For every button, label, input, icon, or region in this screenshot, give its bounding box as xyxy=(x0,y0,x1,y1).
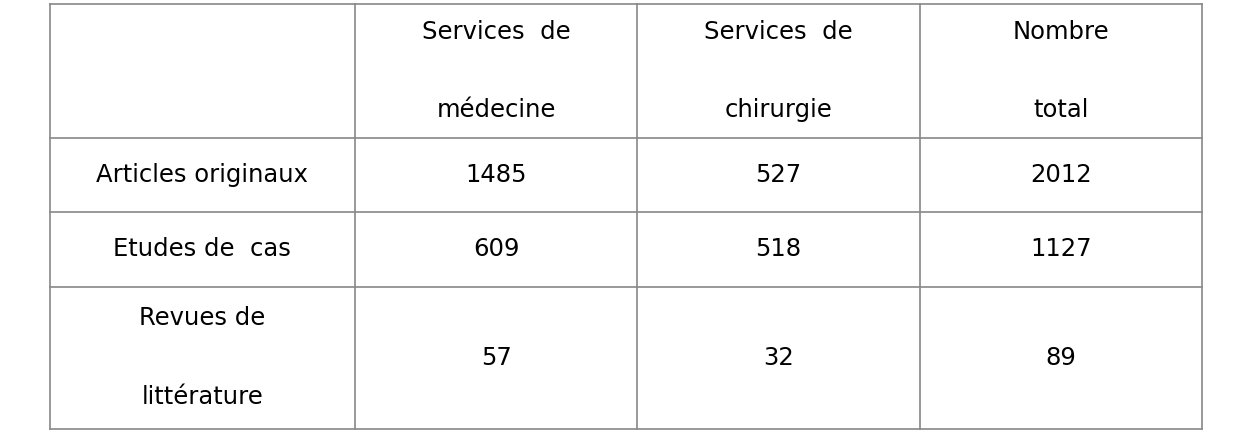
Text: 57: 57 xyxy=(481,346,512,370)
Text: Nombre

total: Nombre total xyxy=(1012,20,1109,123)
Text: Revues de

littérature: Revues de littérature xyxy=(139,307,265,409)
Text: 1127: 1127 xyxy=(1030,237,1092,262)
Text: 518: 518 xyxy=(756,237,802,262)
Text: Etudes de  cas: Etudes de cas xyxy=(113,237,291,262)
Text: Services  de

chirurgie: Services de chirurgie xyxy=(704,20,852,123)
Text: Services  de

médecine: Services de médecine xyxy=(421,20,570,123)
Text: 1485: 1485 xyxy=(466,163,527,187)
Text: 32: 32 xyxy=(763,346,794,370)
Text: 609: 609 xyxy=(473,237,519,262)
Text: 527: 527 xyxy=(756,163,802,187)
Text: 89: 89 xyxy=(1046,346,1077,370)
Text: Articles originaux: Articles originaux xyxy=(97,163,309,187)
Text: 2012: 2012 xyxy=(1030,163,1092,187)
